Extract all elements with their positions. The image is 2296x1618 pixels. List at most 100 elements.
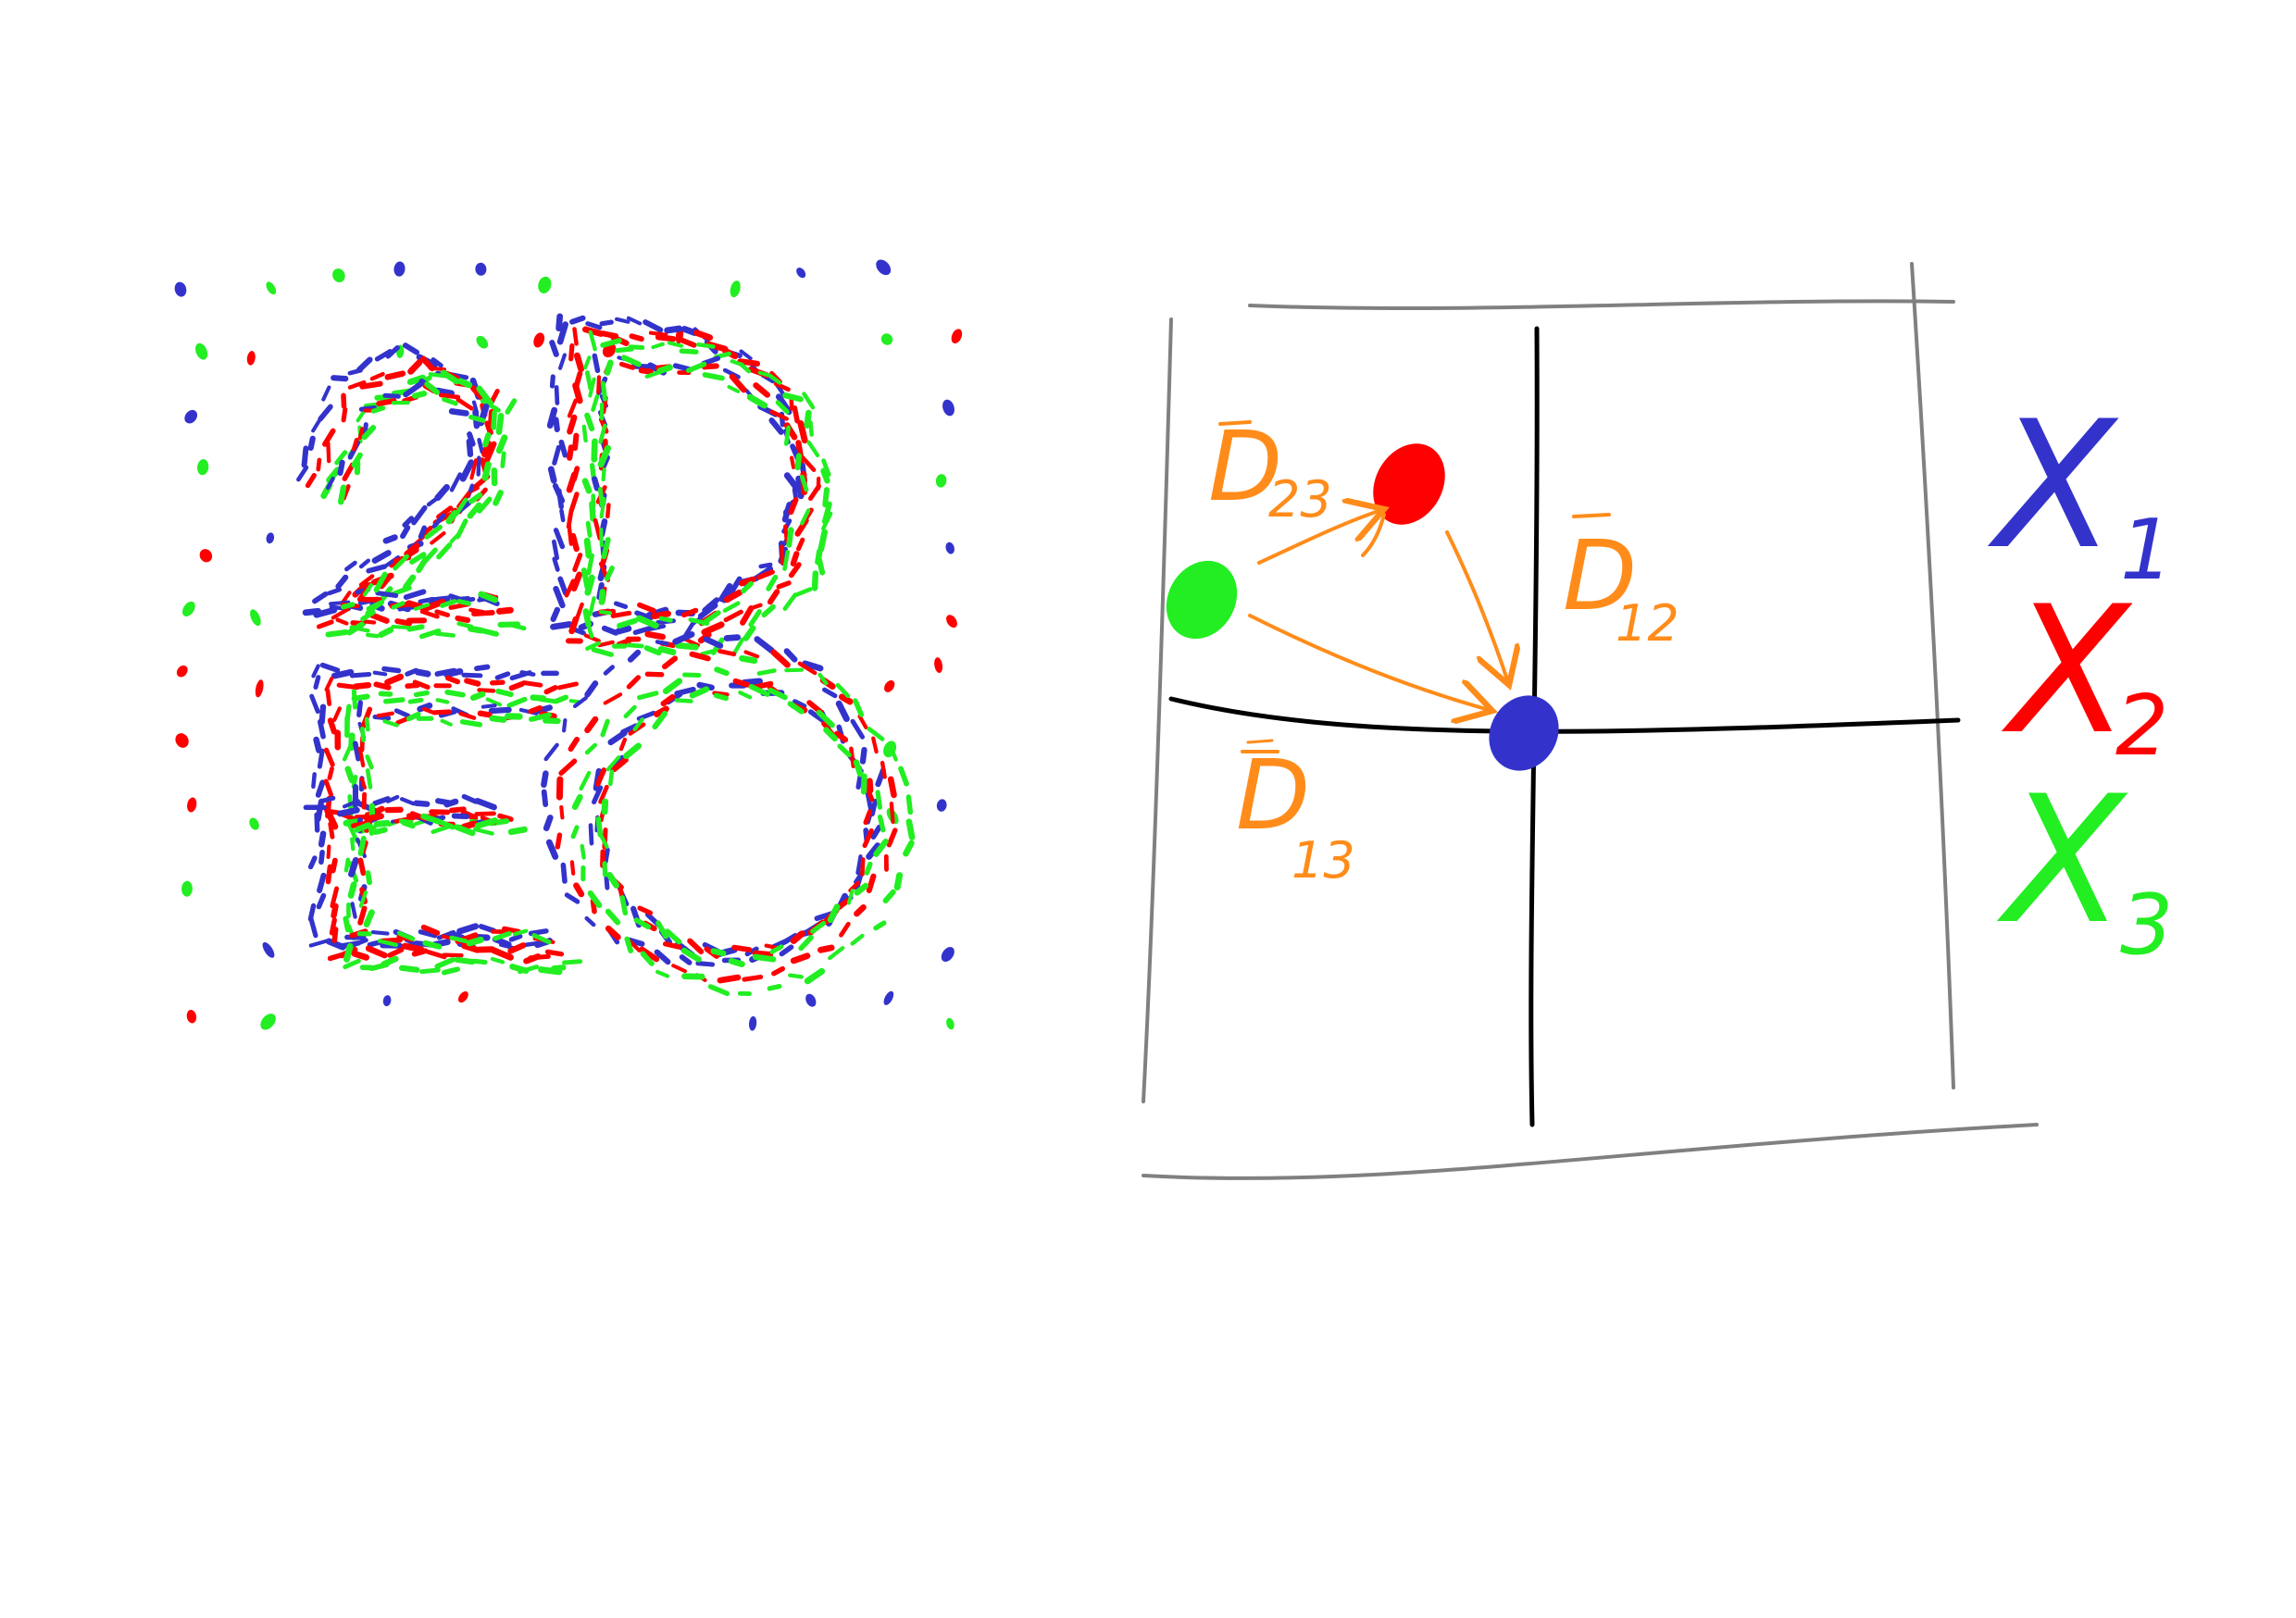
scatter-dash xyxy=(871,736,879,754)
scatter-dash xyxy=(835,682,851,699)
scatter-dash xyxy=(326,844,331,859)
scatter-dash xyxy=(588,596,596,616)
scatter-dot xyxy=(476,335,489,349)
scatter-dot xyxy=(951,329,963,344)
scatter-dash xyxy=(461,942,480,953)
scatter-dash xyxy=(467,502,482,519)
scatter-dash xyxy=(438,392,461,400)
scatter-dash xyxy=(357,905,368,926)
scatter-dash xyxy=(505,398,518,415)
legend-item-x3: X 3 xyxy=(1996,758,2173,974)
scatter-dash xyxy=(849,746,856,769)
scatter-dash xyxy=(406,711,421,722)
scatter-dash xyxy=(373,819,391,828)
scatter-dash xyxy=(584,370,593,392)
scatter-dash xyxy=(459,719,483,728)
scatter-dash xyxy=(850,718,866,740)
scatter-dash xyxy=(484,420,493,436)
scatter-dash xyxy=(794,453,803,471)
scatter-dash xyxy=(732,678,751,688)
scatter-dash xyxy=(471,958,488,965)
scatter-dash xyxy=(615,625,632,635)
scatter-dash xyxy=(633,917,652,930)
scatter-dash xyxy=(508,933,523,942)
scatter-dash xyxy=(697,602,718,619)
scatter-dash xyxy=(442,396,458,406)
scatter-dot xyxy=(935,474,947,488)
scatter-dash xyxy=(512,928,529,937)
scatter-dash xyxy=(508,622,527,631)
scatter-dash xyxy=(477,710,493,718)
scatter-dot xyxy=(250,609,261,627)
scatter-dash xyxy=(775,400,790,415)
scatter-dash xyxy=(559,804,565,820)
scatter-dash xyxy=(837,743,852,758)
scatter-dash xyxy=(756,668,777,676)
scatter-dash xyxy=(435,698,450,704)
scatter-dash xyxy=(558,353,567,370)
scatter-dash xyxy=(335,617,349,626)
label-d12-sub: 12 xyxy=(1616,594,1679,653)
scatter-dash xyxy=(768,417,784,435)
scatter-dash xyxy=(821,501,832,525)
scatter-dash xyxy=(541,789,549,807)
scatter-dash xyxy=(783,648,798,663)
scatter-dash xyxy=(800,508,811,526)
scatter-dash xyxy=(606,872,620,889)
scatter-dash xyxy=(449,935,468,944)
label-d13-sub: 13 xyxy=(1292,831,1355,890)
frame-top-edge xyxy=(1248,299,1955,311)
scatter-dash xyxy=(877,814,886,833)
scatter-dash xyxy=(655,334,677,342)
scatter-dash xyxy=(316,619,334,629)
scatter-dash xyxy=(326,467,342,484)
scatter-dash xyxy=(838,693,854,705)
scatter-dot xyxy=(195,342,208,360)
scatter-dash xyxy=(569,315,586,325)
scatter-dash xyxy=(377,939,398,947)
scatter-dash xyxy=(382,697,406,704)
scatter-dash xyxy=(782,592,798,611)
scatter-dash xyxy=(472,827,494,836)
scatter-dash xyxy=(424,524,443,540)
scatter-dash xyxy=(376,711,394,718)
scatter-dash xyxy=(341,392,347,409)
scatter-dash xyxy=(572,696,588,708)
scatter-dash xyxy=(406,374,426,385)
scatter-dash xyxy=(783,472,802,493)
horizontal-axis xyxy=(1168,696,1961,734)
scatter-dash xyxy=(681,607,699,618)
scatter-dash xyxy=(624,936,634,953)
scatter-dash xyxy=(867,727,885,741)
scatter-dash xyxy=(324,806,339,830)
scatter-dash xyxy=(494,671,511,680)
scatter-dash xyxy=(867,778,874,794)
scatter-dash xyxy=(658,616,673,623)
scatter-dash xyxy=(331,927,339,943)
scatter-dot xyxy=(246,351,256,366)
scatter-dash xyxy=(637,691,659,701)
point-x3 xyxy=(1166,560,1238,640)
scatter-dash xyxy=(553,417,560,432)
scatter-dash xyxy=(860,857,866,877)
scatter-dash xyxy=(301,445,309,468)
scatter-dash xyxy=(788,562,802,579)
scatter-dash xyxy=(358,890,368,908)
scatter-dash xyxy=(752,950,774,958)
scatter-dash xyxy=(598,423,607,444)
scatter-dash xyxy=(394,618,413,627)
scatter-dash xyxy=(796,537,805,552)
scatter-dot xyxy=(946,1017,955,1030)
scatter-dash xyxy=(461,672,483,678)
scatter-dash xyxy=(615,317,630,324)
scatter-dash xyxy=(507,826,528,836)
scatter-dash xyxy=(584,742,597,755)
scatter-dash xyxy=(382,534,398,544)
scatter-dash xyxy=(420,924,441,936)
scatter-dash xyxy=(364,716,370,732)
scatter-dash xyxy=(611,756,629,773)
scatter-dash xyxy=(550,621,573,630)
scatter-dash xyxy=(364,813,384,822)
scatter-dash xyxy=(359,380,383,390)
axes xyxy=(1168,326,1961,1127)
